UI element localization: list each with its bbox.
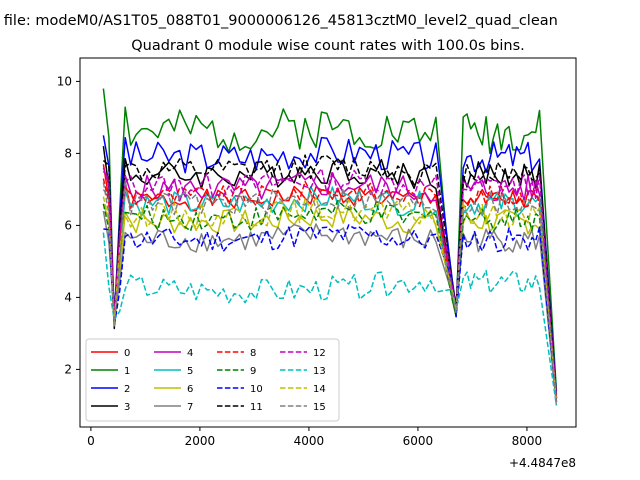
legend-label-10: 10 — [250, 384, 263, 395]
legend-label-13: 13 — [313, 366, 326, 377]
series-line-12 — [102, 167, 558, 399]
legend-label-2: 2 — [124, 384, 130, 395]
x-axis: 0 2000 4000 6000 8000 — [87, 427, 542, 448]
series-line-7 — [102, 210, 558, 406]
y-tick-label: 6 — [64, 218, 72, 232]
series-line-2 — [102, 135, 558, 395]
x-tick-label: 2000 — [185, 434, 216, 448]
x-offset-label: +4.4847e8 — [509, 456, 576, 470]
legend-label-12: 12 — [313, 348, 326, 359]
legend-label-15: 15 — [313, 402, 326, 413]
legend-label-6: 6 — [187, 384, 193, 395]
series-line-13 — [102, 232, 558, 406]
y-tick-label: 10 — [57, 74, 72, 88]
legend-label-8: 8 — [250, 348, 256, 359]
chart-title: Quadrant 0 module wise count rates with … — [131, 38, 525, 54]
y-tick-label: 4 — [64, 290, 72, 304]
series-line-4 — [102, 170, 558, 399]
series-line-9 — [102, 199, 558, 402]
legend-label-7: 7 — [187, 402, 193, 413]
legend-label-11: 11 — [250, 402, 263, 413]
x-tick-label: 8000 — [512, 434, 543, 448]
y-tick-label: 2 — [64, 362, 72, 376]
series-line-8 — [102, 178, 558, 399]
axes-frame — [79, 57, 577, 428]
series-line-3 — [102, 146, 558, 399]
legend-label-3: 3 — [124, 402, 130, 413]
x-tick-label: 0 — [87, 434, 95, 448]
series-layer — [102, 88, 558, 406]
series-line-11 — [102, 154, 558, 399]
figure-suptitle: n file: modeM0/AS1T05_088T01_9000006126_… — [0, 13, 558, 29]
series-line-1 — [102, 88, 558, 392]
y-axis: 2 4 6 8 10 — [57, 74, 80, 376]
legend-label-4: 4 — [187, 348, 193, 359]
legend-label-14: 14 — [313, 384, 326, 395]
legend-label-9: 9 — [250, 366, 256, 377]
x-tick-label: 4000 — [294, 434, 325, 448]
series-line-14 — [102, 196, 558, 402]
legend-label-0: 0 — [124, 348, 130, 359]
y-tick-label: 8 — [64, 146, 72, 160]
legend-frame — [85, 338, 340, 422]
legend-label-5: 5 — [187, 366, 193, 377]
x-tick-label: 6000 — [403, 434, 434, 448]
series-line-5 — [102, 186, 558, 402]
series-line-10 — [103, 224, 558, 402]
legend-label-1: 1 — [124, 366, 130, 377]
